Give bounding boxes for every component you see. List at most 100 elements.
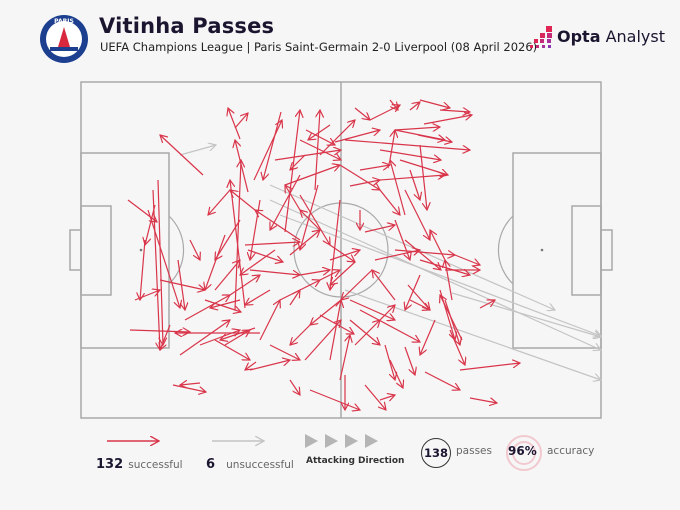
pass-arrow [308, 124, 331, 140]
chart-title: Vitinha Passes [99, 14, 275, 38]
pass-arrow [157, 179, 163, 345]
passes-count-badge: 138 [421, 438, 451, 468]
pass-arrow [379, 149, 441, 160]
penalty-spot-left [139, 248, 143, 252]
header: PARIS Vitinha Passes UEFA Champions Leag… [0, 0, 680, 72]
successful-count: 132 [96, 457, 124, 472]
pass-arrow [341, 269, 373, 300]
pass-arrow [279, 214, 601, 336]
pass-arrow [299, 194, 330, 245]
pass-arrow [214, 339, 250, 360]
pass-arrow [160, 135, 204, 176]
pass-arrow [329, 300, 341, 361]
pass-arrow [247, 249, 283, 262]
pass-arrow [349, 299, 395, 320]
pass-arrow [234, 160, 241, 311]
pass-arrow [147, 209, 180, 308]
pass-arrow [289, 230, 320, 256]
unsuccessful-passes [179, 145, 601, 380]
pass-arrow [160, 324, 171, 350]
pass-arrow [404, 189, 430, 240]
pass-arrow [172, 384, 206, 392]
pass-arrow [235, 140, 249, 193]
accuracy-value: 96% [508, 444, 537, 458]
pass-arrow [299, 139, 341, 160]
pass-arrow [305, 129, 335, 145]
pass-arrow [314, 110, 320, 191]
pass-arrow [234, 113, 248, 129]
pass-arrow [245, 289, 271, 305]
club-crest-text: PARIS [54, 18, 74, 25]
pass-arrow [210, 299, 241, 308]
pass-arrow [134, 290, 160, 301]
pass-arrow [230, 190, 256, 211]
pass-arrow [228, 108, 241, 140]
pass-arrow [405, 274, 421, 310]
pass-arrow [389, 130, 395, 161]
pass-arrow [220, 327, 256, 340]
successful-arrow-icon [107, 434, 165, 448]
pass-arrow [419, 144, 427, 210]
successful-passes [127, 99, 520, 410]
pass-arrow [289, 290, 300, 306]
pass-arrow [445, 260, 453, 301]
pass-arrow [208, 189, 231, 215]
pass-arrow [214, 260, 240, 291]
pass-arrow [364, 225, 395, 233]
pass-arrow [344, 139, 470, 150]
pass-arrow [440, 295, 463, 341]
pass-arrow [184, 295, 230, 321]
pass-arrow [289, 379, 300, 395]
pass-arrow [389, 359, 403, 388]
pass-arrow [319, 270, 340, 281]
unsuccessful-label: unsuccessful [226, 459, 294, 471]
pitch-pass-map [69, 81, 613, 419]
pass-arrow [339, 335, 350, 381]
pass-arrow [359, 309, 420, 342]
pass-arrow [270, 174, 301, 230]
pass-arrow [140, 239, 146, 300]
pass-arrow [409, 102, 420, 111]
pass-arrow [379, 395, 395, 400]
pass-arrow [179, 145, 216, 156]
pass-arrow [204, 299, 241, 312]
pass-arrow [409, 299, 430, 310]
pass-arrow [349, 319, 380, 345]
pass-arrow [339, 164, 380, 190]
pass-arrow [379, 305, 395, 321]
pass-arrow [407, 284, 430, 310]
pass-arrow [354, 320, 380, 346]
pass-arrow [249, 269, 300, 275]
pass-arrow [244, 242, 300, 245]
pass-arrow [404, 346, 415, 375]
pass-arrow [394, 127, 440, 130]
pass-arrow [229, 275, 260, 296]
pass-arrow [394, 249, 455, 255]
pass-arrow [424, 371, 460, 390]
pass-arrow [419, 99, 450, 108]
pass-arrow [439, 110, 470, 112]
pass-arrow [349, 180, 380, 187]
unsuccessful-arrow-icon [212, 434, 270, 448]
pass-arrow [459, 363, 520, 371]
pass-arrow [129, 330, 190, 332]
pass-arrow [451, 292, 601, 337]
pass-arrow [263, 111, 282, 180]
pass-arrow [309, 389, 360, 410]
pass-arrow [269, 199, 601, 350]
pass-arrow [159, 279, 205, 290]
pass-arrow [180, 383, 201, 385]
pass-arrow [409, 169, 420, 200]
pass-arrow [394, 129, 445, 140]
pass-arrow [300, 184, 319, 250]
pass-arrow [329, 244, 355, 262]
pass-arrow [304, 320, 341, 361]
pass-arrow [189, 239, 200, 260]
pass-arrow [284, 110, 300, 233]
unsuccessful-count: 6 [206, 457, 216, 472]
opta-pixel-icon [530, 26, 552, 48]
pass-arrow [255, 210, 301, 241]
pass-arrow [127, 199, 157, 222]
pass-arrow [384, 344, 395, 380]
pass-arrow [152, 189, 160, 350]
